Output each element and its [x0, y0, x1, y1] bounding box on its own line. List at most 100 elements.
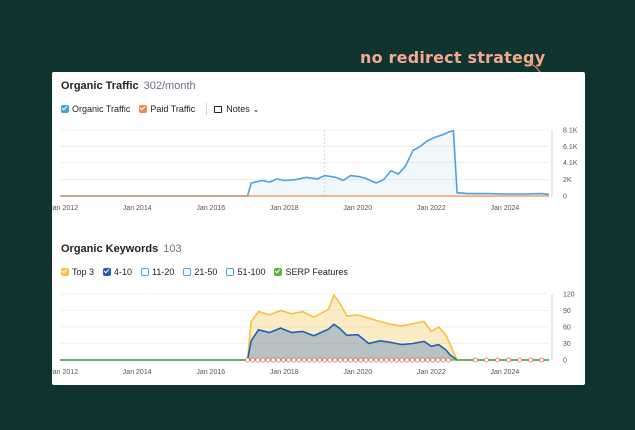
- legend-paid-traffic[interactable]: Paid Traffic: [139, 104, 195, 114]
- serp-feature-marker: [473, 357, 478, 363]
- serp-feature-marker: [404, 357, 410, 363]
- legend-label: Top 3: [72, 267, 95, 277]
- checkbox-11-20[interactable]: [141, 268, 150, 276]
- x-tick-label: Jan 2022: [417, 369, 446, 376]
- serp-feature-marker: [539, 357, 545, 363]
- analytics-panel: Organic Traffic 302/month Organic Traffic…: [52, 72, 585, 385]
- legend-11-20[interactable]: 11-20: [141, 267, 174, 277]
- x-tick-label: Jan 2012: [52, 205, 78, 212]
- serp-feature-marker: [358, 357, 364, 363]
- legend-label: 21-50: [194, 267, 218, 277]
- serp-feature-marker: [317, 357, 323, 363]
- keywords-value: 103: [163, 243, 182, 255]
- serp-feature-marker: [353, 357, 359, 363]
- serp-feature-marker: [389, 357, 395, 363]
- serp-feature-marker: [425, 357, 431, 363]
- y-tick-label: 90: [563, 308, 571, 315]
- traffic-title: Organic Traffic: [61, 80, 139, 92]
- notes-dropdown[interactable]: Notes ⌄: [214, 104, 259, 114]
- chevron-down-icon: ⌄: [252, 104, 260, 114]
- x-tick-label: Jan 2018: [270, 369, 299, 376]
- checkbox-top-3[interactable]: [61, 268, 69, 276]
- serp-feature-marker: [255, 357, 261, 363]
- legend-label: Organic Traffic: [72, 104, 131, 114]
- serp-feature-marker: [275, 357, 281, 363]
- x-tick-label: Jan 2022: [417, 205, 446, 212]
- serp-feature-marker: [430, 357, 436, 363]
- serp-feature-marker: [445, 357, 451, 363]
- keywords-title: Organic Keywords: [61, 243, 159, 255]
- legend-divider: [206, 103, 208, 115]
- checkbox-serp-features[interactable]: [274, 268, 283, 276]
- notes-label: Notes: [226, 104, 250, 114]
- x-tick-label: Jan 2024: [490, 205, 519, 212]
- traffic-chart: 8.1K 6.1K 4.1K 2K 0 Jan 2012 Jan 2014 Jan 2016 J…: [52, 128, 578, 213]
- serp-feature-marker: [409, 357, 415, 363]
- checkbox-21-50[interactable]: [183, 268, 192, 276]
- y-tick-label: 8.1K: [563, 128, 578, 135]
- series-line-organic-traffic: [60, 129, 550, 197]
- keywords-title-row: Organic Keywords 103: [61, 243, 182, 255]
- legend-4-10[interactable]: 4-10: [103, 267, 132, 277]
- serp-feature-marker: [378, 357, 384, 363]
- legend-top-3[interactable]: Top 3: [61, 267, 94, 277]
- serp-feature-marker: [420, 357, 425, 363]
- serp-feature-marker: [332, 357, 338, 363]
- y-tick-label: 0: [563, 358, 567, 365]
- serp-feature-marker: [414, 357, 420, 363]
- x-tick-label: Jan 2014: [123, 205, 152, 212]
- y-tick-label: 4.1K: [563, 160, 578, 167]
- serp-feature-marker: [399, 357, 405, 363]
- keywords-legend: Top 3 4-10 11-20 21-50 51-100 SERP Featu…: [61, 267, 357, 277]
- y-tick-label: 60: [563, 325, 571, 332]
- checkbox-4-10[interactable]: [103, 268, 112, 276]
- serp-feature-marker: [384, 357, 389, 363]
- serp-feature-marker: [265, 357, 271, 363]
- serp-feature-marker: [286, 357, 292, 363]
- serp-feature-marker: [368, 357, 374, 363]
- serp-feature-marker: [245, 357, 250, 363]
- serp-feature-marker: [260, 357, 266, 363]
- legend-label: Paid Traffic: [150, 104, 196, 114]
- serp-feature-marker: [373, 357, 379, 363]
- legend-label: 51-100: [237, 267, 266, 277]
- legend-21-50[interactable]: 21-50: [183, 267, 217, 277]
- serp-feature-marker: [296, 357, 302, 363]
- x-tick-label: Jan 2020: [343, 369, 372, 376]
- x-tick-label: Jan 2016: [196, 369, 225, 376]
- annotation-text: no redirect strategy: [360, 48, 546, 67]
- x-tick-label: Jan 2018: [270, 205, 299, 212]
- legend-serp-features[interactable]: SERP Features: [274, 267, 348, 277]
- y-tick-label: 6.1K: [563, 144, 578, 151]
- serp-feature-marker: [270, 357, 276, 363]
- legend-51-100[interactable]: 51-100: [226, 267, 265, 277]
- traffic-title-row: Organic Traffic 302/month: [61, 80, 196, 92]
- checkbox-51-100[interactable]: [226, 268, 235, 276]
- checkbox-paid-traffic[interactable]: [139, 105, 148, 113]
- serp-feature-marker: [311, 357, 317, 363]
- serp-feature-marker: [327, 357, 333, 363]
- serp-feature-marker: [435, 357, 441, 363]
- y-tick-label: 30: [563, 341, 571, 348]
- series-line-4-10: [60, 323, 549, 361]
- serp-feature-marker: [528, 357, 534, 363]
- legend-organic-traffic[interactable]: Organic Traffic: [61, 104, 130, 114]
- serp-feature-marker: [301, 357, 307, 363]
- x-tick-label: Jan 2020: [343, 205, 372, 212]
- x-tick-label: Jan 2016: [196, 205, 225, 212]
- serp-feature-marker: [337, 357, 343, 363]
- serp-feature-marker: [342, 357, 348, 363]
- serp-feature-marker: [250, 357, 256, 363]
- keywords-chart: 120 90 60 30 0 Jan 2012 Jan 2014 Jan 2016 Jan 20…: [52, 292, 575, 377]
- y-tick-label: 2K: [563, 177, 572, 184]
- serp-feature-marker: [517, 357, 523, 363]
- legend-label: 11-20: [152, 267, 175, 277]
- x-tick-label: Jan 2014: [123, 369, 152, 376]
- x-tick-label: Jan 2024: [490, 369, 519, 376]
- serp-feature-marker: [306, 357, 312, 363]
- serp-feature-marker: [291, 357, 297, 363]
- serp-feature-marker: [484, 357, 489, 363]
- series-area-organic-traffic: [60, 130, 549, 196]
- traffic-legend: Organic Traffic Paid Traffic Notes ⌄: [61, 103, 259, 115]
- checkbox-organic-traffic[interactable]: [61, 105, 69, 113]
